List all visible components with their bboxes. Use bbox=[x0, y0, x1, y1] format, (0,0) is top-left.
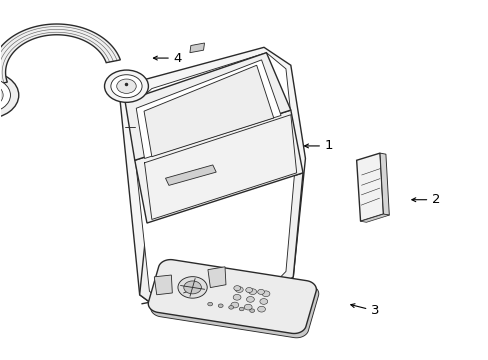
Circle shape bbox=[233, 285, 240, 291]
Circle shape bbox=[178, 276, 207, 298]
Circle shape bbox=[0, 72, 19, 118]
Polygon shape bbox=[125, 53, 290, 160]
Polygon shape bbox=[140, 173, 303, 307]
Polygon shape bbox=[379, 153, 388, 215]
Polygon shape bbox=[165, 165, 216, 185]
Text: 1: 1 bbox=[304, 139, 333, 152]
Text: 4: 4 bbox=[153, 51, 182, 64]
Circle shape bbox=[233, 294, 241, 300]
Circle shape bbox=[218, 304, 223, 307]
Polygon shape bbox=[154, 275, 172, 295]
Text: 3: 3 bbox=[350, 304, 379, 318]
Circle shape bbox=[0, 83, 3, 107]
Circle shape bbox=[0, 78, 10, 112]
Polygon shape bbox=[130, 53, 295, 303]
Circle shape bbox=[104, 70, 148, 102]
Polygon shape bbox=[360, 214, 388, 222]
Circle shape bbox=[245, 288, 252, 293]
Circle shape bbox=[235, 287, 243, 292]
Polygon shape bbox=[356, 153, 383, 221]
Circle shape bbox=[183, 281, 201, 294]
Circle shape bbox=[228, 306, 233, 309]
Circle shape bbox=[207, 302, 212, 306]
Circle shape bbox=[262, 291, 269, 297]
Polygon shape bbox=[0, 24, 120, 85]
Circle shape bbox=[248, 289, 256, 294]
Circle shape bbox=[230, 302, 238, 308]
Polygon shape bbox=[150, 264, 318, 338]
Polygon shape bbox=[135, 110, 303, 223]
Circle shape bbox=[249, 309, 254, 312]
Circle shape bbox=[257, 289, 264, 294]
Polygon shape bbox=[148, 260, 316, 333]
Polygon shape bbox=[144, 65, 273, 157]
Circle shape bbox=[246, 297, 254, 302]
Text: 2: 2 bbox=[411, 193, 440, 206]
Polygon shape bbox=[120, 47, 305, 307]
Polygon shape bbox=[136, 60, 281, 158]
Circle shape bbox=[111, 75, 142, 98]
Polygon shape bbox=[207, 267, 225, 288]
Polygon shape bbox=[189, 43, 204, 53]
Circle shape bbox=[257, 306, 265, 312]
Circle shape bbox=[259, 298, 267, 304]
Circle shape bbox=[117, 79, 136, 93]
Circle shape bbox=[244, 304, 252, 310]
Circle shape bbox=[239, 307, 244, 311]
